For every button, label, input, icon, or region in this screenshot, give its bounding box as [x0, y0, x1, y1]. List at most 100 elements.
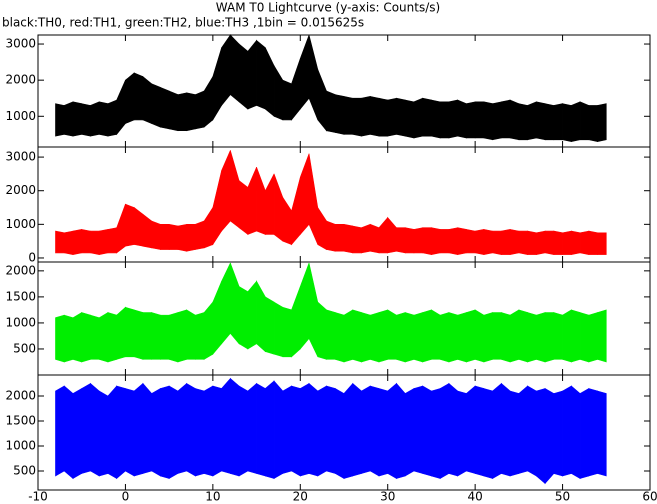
band-segment	[142, 312, 152, 360]
band-segment	[107, 227, 117, 254]
band-segment	[326, 385, 336, 474]
band-segment	[413, 385, 423, 474]
band-segment	[195, 90, 205, 130]
band-segment	[343, 223, 354, 254]
band-segment	[553, 390, 563, 477]
band-segment	[221, 34, 231, 107]
band-segment	[212, 385, 222, 477]
band-segment	[352, 382, 362, 477]
band-segment	[334, 312, 345, 363]
band-segment	[63, 385, 74, 480]
band-segment	[457, 227, 467, 255]
band-segment	[72, 229, 83, 255]
band-segment	[509, 229, 520, 255]
band-segment	[352, 97, 362, 137]
band-segment	[544, 312, 555, 363]
band-segment	[238, 285, 249, 350]
band-segment	[413, 312, 423, 363]
band-segment	[387, 309, 397, 360]
band-segment	[474, 385, 485, 477]
band-segment	[299, 153, 310, 236]
band-segment	[299, 34, 310, 110]
band-segment	[116, 204, 126, 254]
band-segment	[238, 180, 249, 236]
band-segment	[265, 380, 275, 479]
band-segment	[151, 387, 161, 477]
band-segment	[404, 387, 415, 477]
band-segment	[186, 224, 196, 252]
band-segment	[55, 230, 65, 254]
band-segment	[186, 382, 196, 477]
band-segment	[55, 385, 65, 477]
band-segment	[125, 388, 135, 477]
band-segment	[133, 309, 144, 360]
band-segment	[326, 90, 336, 133]
band-segment	[536, 312, 546, 363]
band-segment	[63, 314, 74, 363]
band-segment	[571, 101, 581, 142]
band-segment	[168, 312, 179, 363]
band-segment	[439, 312, 450, 363]
band-segment	[317, 69, 327, 132]
band-segment	[466, 309, 476, 363]
x-tick-label: 20	[293, 490, 308, 504]
band-segment	[107, 99, 117, 137]
band-segment	[273, 64, 284, 121]
band-segment	[501, 312, 511, 363]
band-segment	[177, 382, 187, 474]
band-segment	[553, 312, 563, 360]
band-segment	[588, 230, 598, 255]
band-segment	[63, 101, 74, 137]
band-segment	[160, 86, 170, 130]
band-segment	[501, 229, 511, 255]
band-segment	[527, 230, 537, 255]
band-segment	[562, 309, 572, 363]
band-segment	[413, 227, 423, 254]
band-segment	[107, 312, 117, 363]
band-segment	[142, 75, 152, 124]
band-segment	[439, 101, 450, 139]
band-segment	[483, 101, 493, 141]
band-segment	[195, 220, 205, 250]
band-segment	[221, 262, 231, 345]
band-segment	[536, 388, 546, 485]
band-segment	[378, 97, 389, 137]
band-segment	[116, 306, 126, 360]
band-segment	[597, 309, 607, 363]
band-segment	[361, 385, 371, 474]
band-segment	[151, 220, 161, 250]
band-segment	[90, 382, 100, 477]
band-segment	[256, 382, 266, 477]
band-segment	[334, 224, 345, 252]
band-segment	[116, 385, 126, 480]
band-segment	[501, 99, 511, 139]
band-segment	[265, 173, 275, 235]
band-segment	[238, 385, 249, 477]
band-segment	[361, 312, 371, 363]
band-segment	[291, 177, 301, 246]
band-segment	[387, 216, 397, 254]
band-segment	[527, 101, 537, 141]
band-segment	[142, 382, 152, 474]
band-segment	[256, 167, 266, 235]
band-segment	[308, 34, 319, 121]
band-segment	[238, 43, 249, 110]
band-segment	[404, 312, 415, 363]
band-segment	[404, 227, 415, 254]
band-segment	[160, 385, 170, 479]
band-segment	[527, 312, 537, 363]
y-tick-label: 1000	[5, 315, 36, 329]
band-segment	[265, 47, 275, 117]
band-segment	[168, 385, 179, 480]
band-segment	[230, 34, 240, 103]
band-segment	[133, 382, 144, 477]
band-segment	[492, 382, 502, 480]
y-tick-label: 3000	[5, 37, 36, 51]
band-segment	[273, 380, 284, 480]
band-segment	[448, 382, 458, 477]
band-segment	[282, 306, 292, 358]
band-segment	[544, 387, 555, 485]
band-segment	[553, 230, 563, 255]
band-segment	[212, 47, 222, 121]
band-segment	[597, 232, 607, 255]
